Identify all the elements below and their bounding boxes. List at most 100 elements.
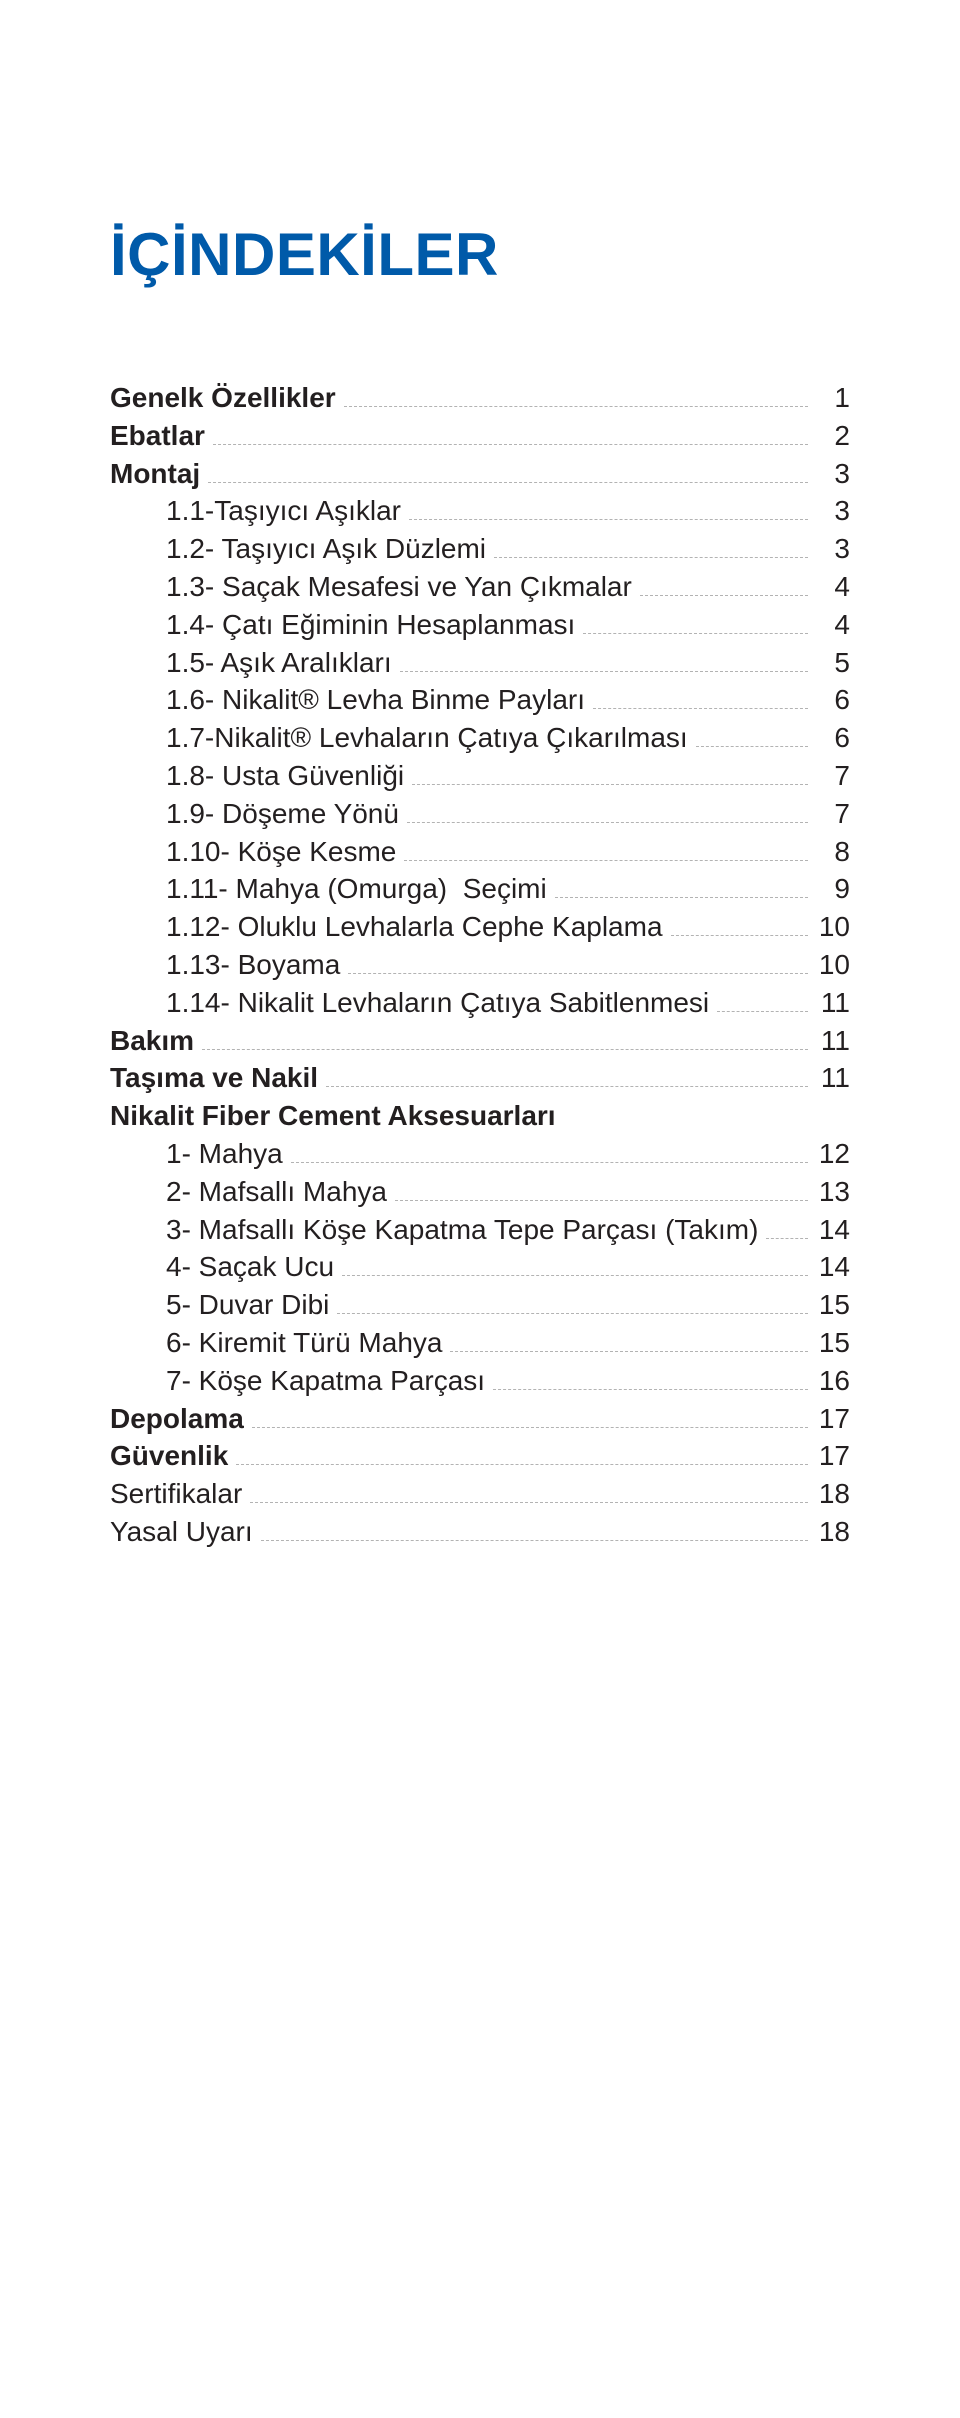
toc-entry-page: 11 — [816, 1022, 850, 1060]
toc-entry-label: 5- Duvar Dibi — [166, 1286, 329, 1324]
toc-leader — [593, 681, 808, 709]
toc-leader — [395, 1173, 808, 1201]
toc-entry-page: 3 — [816, 492, 850, 530]
toc-entry-label: 1.11- Mahya (Omurga) Seçimi — [166, 870, 547, 908]
toc-leader — [766, 1211, 808, 1239]
document-page: İÇİNDEKİLER Genelk Özellikler1Ebatlar2Mo… — [0, 0, 960, 2418]
toc-row: 1.8- Usta Güvenliği 7 — [110, 757, 850, 795]
toc-leader — [409, 492, 808, 520]
toc-row: Nikalit Fiber Cement Aksesuarları — [110, 1097, 850, 1135]
toc-leader — [696, 719, 808, 747]
toc-row: Sertifikalar18 — [110, 1475, 850, 1513]
toc-row: 1.2- Taşıyıcı Aşık Düzlemi3 — [110, 530, 850, 568]
toc-entry-page: 11 — [816, 1059, 850, 1097]
toc-entry-page: 15 — [816, 1324, 850, 1362]
toc-row: 4- Saçak Ucu 14 — [110, 1248, 850, 1286]
toc-entry-page: 3 — [816, 530, 850, 568]
toc-row: 1.4- Çatı Eğiminin Hesaplanması4 — [110, 606, 850, 644]
toc-leader — [202, 1022, 808, 1050]
toc-leader — [213, 417, 808, 445]
toc-leader — [236, 1437, 808, 1465]
toc-entry-page: 10 — [816, 946, 850, 984]
toc-row: Taşıma ve Nakil 11 — [110, 1059, 850, 1097]
toc-row: 1.13- Boyama 10 — [110, 946, 850, 984]
toc-leader — [671, 908, 808, 936]
toc-entry-label: 1.3- Saçak Mesafesi ve Yan Çıkmalar — [166, 568, 632, 606]
toc-leader — [208, 455, 808, 483]
toc-row: 1.14- Nikalit Levhaların Çatıya Sabitlen… — [110, 984, 850, 1022]
toc-entry-page: 12 — [816, 1135, 850, 1173]
toc-leader — [261, 1513, 808, 1541]
toc-entry-label: 4- Saçak Ucu — [166, 1248, 334, 1286]
toc-entry-label: Montaj — [110, 455, 200, 493]
toc-leader — [337, 1286, 808, 1314]
toc-row: 2- Mafsallı Mahya13 — [110, 1173, 850, 1211]
toc-leader — [342, 1248, 808, 1276]
toc-row: 1.11- Mahya (Omurga) Seçimi 9 — [110, 870, 850, 908]
toc-entry-page: 17 — [816, 1437, 850, 1475]
toc-entry-page: 5 — [816, 644, 850, 682]
toc-entry-page: 18 — [816, 1475, 850, 1513]
toc-entry-page: 15 — [816, 1286, 850, 1324]
toc-entry-label: 1.13- Boyama — [166, 946, 340, 984]
toc-row: Ebatlar2 — [110, 417, 850, 455]
toc-leader — [344, 379, 808, 407]
toc-leader — [291, 1135, 808, 1163]
toc-leader — [717, 984, 808, 1012]
toc-entry-page: 9 — [816, 870, 850, 908]
toc-entry-label: Genelk Özellikler — [110, 379, 336, 417]
toc-entry-label: Bakım — [110, 1022, 194, 1060]
toc-entry-page: 6 — [816, 681, 850, 719]
toc-leader — [450, 1324, 808, 1352]
toc-entry-label: 1.12- Oluklu Levhalarla Cephe Kaplama — [166, 908, 663, 946]
toc-entry-page: 18 — [816, 1513, 850, 1551]
toc-row: 1.9- Döşeme Yönü7 — [110, 795, 850, 833]
toc-row: Yasal Uyarı18 — [110, 1513, 850, 1551]
toc-row: 1.7-Nikalit® Levhaların Çatıya Çıkarılma… — [110, 719, 850, 757]
toc-entry-label: Nikalit Fiber Cement Aksesuarları — [110, 1097, 556, 1135]
toc-entry-page: 17 — [816, 1400, 850, 1438]
toc-entry-label: 1- Mahya — [166, 1135, 283, 1173]
toc-row: Genelk Özellikler 1 — [110, 379, 850, 417]
toc-leader — [412, 757, 808, 785]
toc-row: 1.12- Oluklu Levhalarla Cephe Kaplama 10 — [110, 908, 850, 946]
toc-row: 1.1-Taşıyıcı Aşıklar3 — [110, 492, 850, 530]
toc-entry-label: 1.14- Nikalit Levhaların Çatıya Sabitlen… — [166, 984, 709, 1022]
toc-entry-page: 3 — [816, 455, 850, 493]
toc-row: 7- Köşe Kapatma Parçası 16 — [110, 1362, 850, 1400]
toc-leader — [348, 946, 808, 974]
toc-entry-page: 7 — [816, 757, 850, 795]
toc-row: 1.5- Aşık Aralıkları 5 — [110, 644, 850, 682]
toc-entry-page: 4 — [816, 568, 850, 606]
toc-entry-page: 16 — [816, 1362, 850, 1400]
toc-entry-label: 1.8- Usta Güvenliği — [166, 757, 404, 795]
toc-entry-page: 11 — [816, 984, 850, 1022]
toc-row: 6- Kiremit Türü Mahya 15 — [110, 1324, 850, 1362]
toc-entry-page: 1 — [816, 379, 850, 417]
toc-leader — [252, 1400, 808, 1428]
toc-entry-label: 1.7-Nikalit® Levhaların Çatıya Çıkarılma… — [166, 719, 688, 757]
toc-entry-label: Depolama — [110, 1400, 244, 1438]
toc-row: 3- Mafsallı Köşe Kapatma Tepe Parçası (T… — [110, 1211, 850, 1249]
toc-entry-page: 10 — [816, 908, 850, 946]
toc-leader — [494, 530, 808, 558]
toc-entry-label: 3- Mafsallı Köşe Kapatma Tepe Parçası (T… — [166, 1211, 758, 1249]
toc-entry-page: 6 — [816, 719, 850, 757]
toc-entry-page: 7 — [816, 795, 850, 833]
toc-leader — [555, 870, 808, 898]
toc-leader — [493, 1362, 808, 1390]
toc-entry-page: 14 — [816, 1248, 850, 1286]
toc-entry-page: 8 — [816, 833, 850, 871]
toc-row: Montaj 3 — [110, 455, 850, 493]
toc-entry-label: Taşıma ve Nakil — [110, 1059, 318, 1097]
toc-entry-label: 1.5- Aşık Aralıkları — [166, 644, 392, 682]
toc-leader — [404, 833, 808, 861]
toc-entry-label: 7- Köşe Kapatma Parçası — [166, 1362, 485, 1400]
toc-row: Depolama 17 — [110, 1400, 850, 1438]
toc-row: 1- Mahya 12 — [110, 1135, 850, 1173]
table-of-contents: Genelk Özellikler 1Ebatlar2Montaj 31.1-Taş… — [110, 379, 850, 1551]
toc-entry-label: 1.6- Nikalit® Levha Binme Payları — [166, 681, 585, 719]
toc-entry-label: 6- Kiremit Türü Mahya — [166, 1324, 442, 1362]
toc-row: Güvenlik17 — [110, 1437, 850, 1475]
toc-entry-page: 13 — [816, 1173, 850, 1211]
